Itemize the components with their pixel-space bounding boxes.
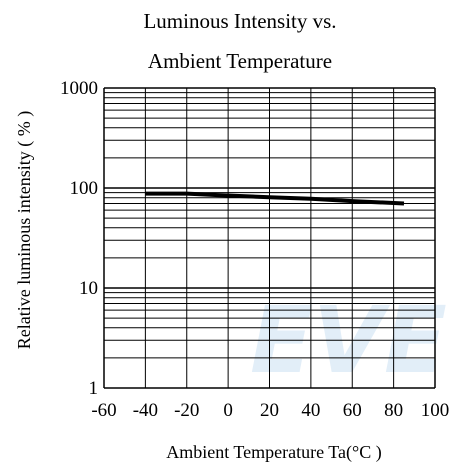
y-tick-label: 1000 — [60, 78, 98, 99]
y-tick-label: 10 — [79, 278, 98, 299]
chart-title-line-1: Luminous Intensity vs. — [143, 9, 336, 33]
data-point — [269, 196, 270, 198]
x-tick-label: 20 — [260, 400, 279, 421]
data-point — [186, 193, 188, 195]
data-series-line — [145, 191, 405, 206]
x-tick-label: 80 — [384, 400, 403, 421]
y-tick-label: 100 — [70, 178, 99, 199]
x-tick-label: -20 — [174, 400, 199, 421]
y-tick-label: 1 — [89, 378, 99, 399]
x-tick-label: -40 — [133, 400, 158, 421]
data-point — [351, 200, 353, 202]
x-tick-label: 40 — [301, 400, 320, 421]
x-tick-label: 100 — [421, 400, 450, 421]
x-axis-label: Ambient Temperature Ta(°C ) — [166, 442, 381, 463]
x-tick-label: -60 — [91, 400, 116, 421]
data-point — [144, 193, 146, 195]
data-point — [217, 194, 219, 196]
x-tick-label: 60 — [343, 400, 362, 421]
x-tick-label: 0 — [223, 400, 233, 421]
data-point — [310, 198, 312, 200]
chart-title-line-2: Ambient Temperature — [148, 49, 332, 73]
data-point — [403, 202, 405, 204]
y-axis-label: Relative luminous intensity ( % ) — [14, 111, 35, 349]
